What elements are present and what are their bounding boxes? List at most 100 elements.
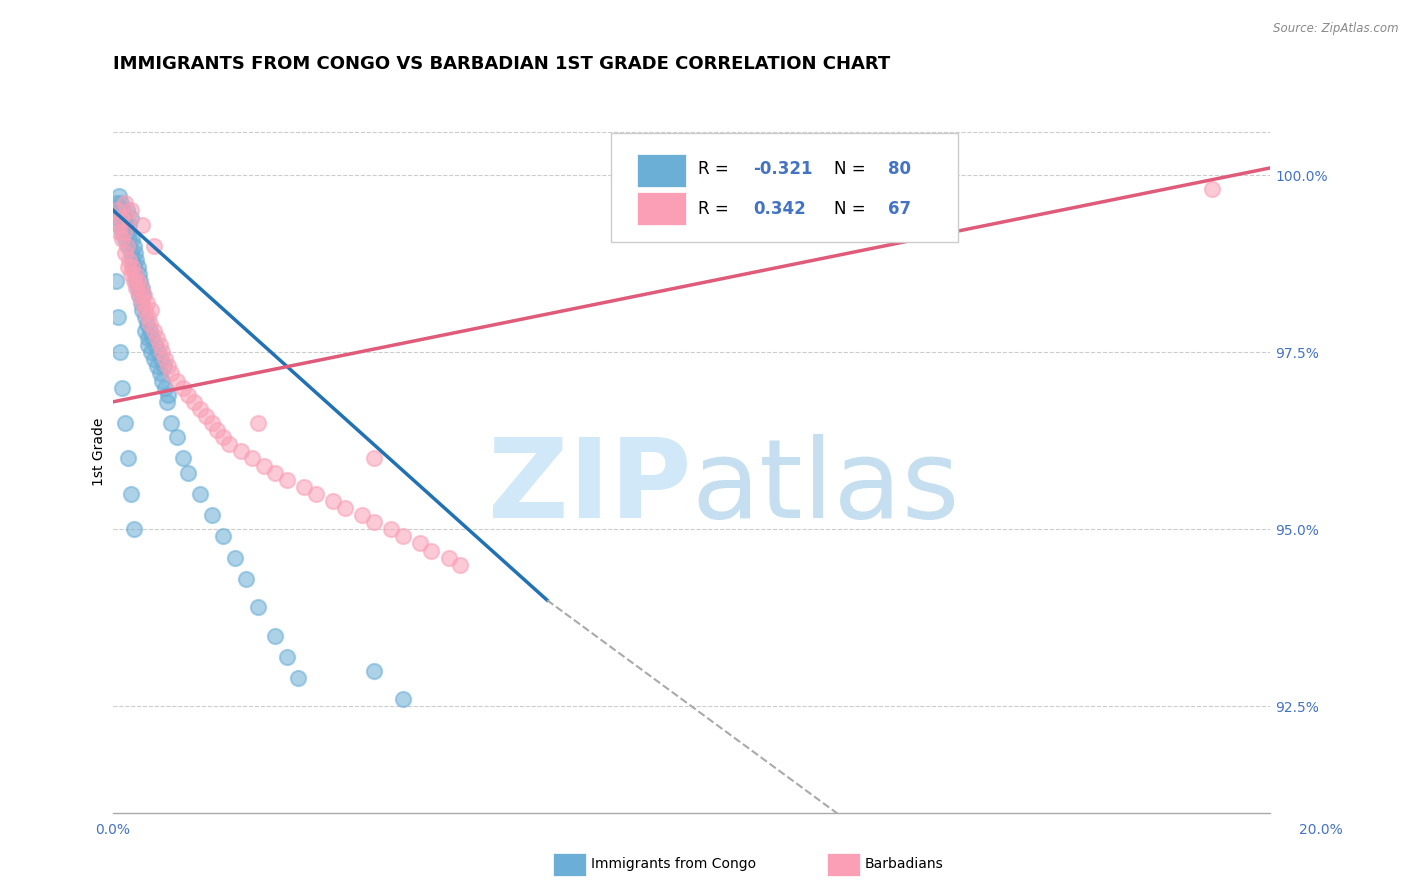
Point [201, 416, 224, 430]
Point [139, 302, 162, 317]
FancyBboxPatch shape [637, 153, 686, 186]
Text: atlas: atlas [692, 434, 960, 541]
Point [129, 281, 152, 295]
Point [148, 345, 170, 359]
Point [114, 211, 136, 225]
Point [246, 416, 269, 430]
Point [110, 196, 132, 211]
Point [194, 409, 217, 423]
Point [157, 387, 180, 401]
Point [138, 317, 160, 331]
Point [135, 295, 157, 310]
Point [124, 267, 146, 281]
Text: ZIP: ZIP [488, 434, 692, 541]
Point [212, 529, 235, 543]
Point [120, 246, 142, 260]
Point [152, 345, 174, 359]
Point [134, 302, 156, 317]
Point [172, 381, 194, 395]
Point [108, 225, 131, 239]
Point [105, 196, 128, 211]
Point [129, 295, 152, 310]
Point [122, 260, 145, 274]
Point [128, 288, 150, 302]
Point [264, 466, 287, 480]
Point [118, 218, 141, 232]
Point [177, 466, 200, 480]
Point [129, 274, 152, 288]
Point [1201, 182, 1223, 196]
Point [127, 260, 149, 274]
Point [121, 253, 143, 268]
Point [120, 267, 142, 281]
Point [152, 374, 174, 388]
Point [112, 225, 135, 239]
Text: IMMIGRANTS FROM CONGO VS BARBADIAN 1ST GRADE CORRELATION CHART: IMMIGRANTS FROM CONGO VS BARBADIAN 1ST G… [114, 55, 890, 73]
Point [115, 203, 138, 218]
Point [111, 381, 134, 395]
Point [224, 550, 246, 565]
Point [107, 310, 129, 324]
Point [264, 629, 287, 643]
Point [114, 246, 136, 260]
Point [305, 487, 328, 501]
Point [114, 416, 136, 430]
Point [155, 352, 177, 367]
Point [105, 274, 128, 288]
Point [138, 324, 160, 338]
Point [246, 600, 269, 615]
Point [136, 310, 159, 324]
Point [437, 550, 460, 565]
Point [212, 430, 235, 444]
Point [117, 260, 139, 274]
Point [172, 451, 194, 466]
Point [139, 345, 162, 359]
Point [120, 211, 142, 225]
Point [145, 331, 167, 345]
Point [111, 225, 134, 239]
Point [333, 501, 356, 516]
Text: Immigrants from Congo: Immigrants from Congo [591, 857, 755, 871]
Point [112, 203, 135, 218]
Point [115, 218, 138, 232]
Point [350, 508, 373, 523]
Point [134, 324, 156, 338]
Point [141, 331, 163, 345]
Text: 0.0%: 0.0% [96, 822, 131, 837]
Point [363, 451, 385, 466]
Point [117, 451, 139, 466]
Point [363, 664, 385, 678]
Point [110, 345, 132, 359]
Point [207, 423, 229, 437]
Point [108, 218, 131, 232]
Point [114, 196, 136, 211]
Point [391, 692, 413, 706]
Point [118, 232, 141, 246]
Text: 0.342: 0.342 [754, 200, 806, 218]
Point [131, 281, 153, 295]
Point [110, 203, 132, 218]
Point [107, 211, 129, 225]
Point [148, 338, 170, 352]
Point [127, 281, 149, 295]
Point [135, 317, 157, 331]
Point [420, 543, 443, 558]
Text: Source: ZipAtlas.com: Source: ZipAtlas.com [1274, 22, 1399, 36]
Text: N =: N = [834, 161, 870, 178]
Point [108, 189, 131, 203]
Point [363, 515, 385, 529]
Text: 67: 67 [889, 200, 911, 218]
Point [111, 232, 134, 246]
Point [121, 260, 143, 274]
Point [240, 451, 263, 466]
Point [117, 239, 139, 253]
Point [111, 211, 134, 225]
Point [188, 487, 211, 501]
Point [148, 367, 170, 381]
Text: N =: N = [834, 200, 870, 218]
Point [136, 331, 159, 345]
Point [121, 232, 143, 246]
Point [292, 480, 315, 494]
Point [127, 274, 149, 288]
Point [235, 572, 257, 586]
